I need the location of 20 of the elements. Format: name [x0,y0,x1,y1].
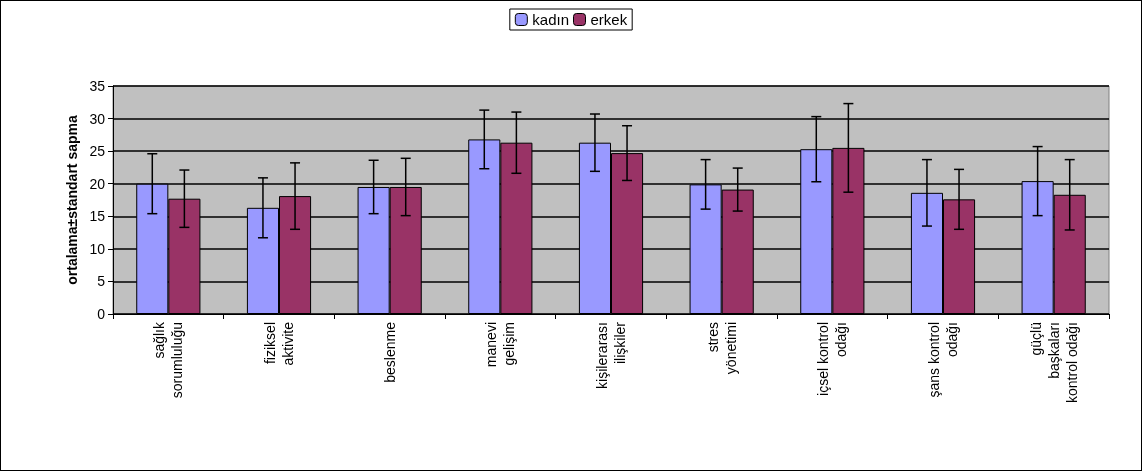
x-tick-label: stres yönetimi [704,322,739,375]
y-tick-label: 5 [97,273,106,290]
x-tick-label: güçlü başkaları kontrol odağı [1027,322,1080,403]
y-axis-title: ortalama±standart sapma [63,115,80,285]
y-tick-label: 20 [89,175,106,192]
x-tick-label: kişilerarası ilişkiler [594,321,628,389]
y-tick-label: 0 [97,306,106,322]
x-tick-label: fiziksel aktivite [262,321,296,366]
legend-label: erkek [590,11,628,28]
x-tick-label: içsel kontrol odağı [815,322,850,396]
x-tick-label: beslenme [381,321,398,383]
y-tick-label: 15 [89,208,106,225]
y-tick-label: 35 [89,78,106,94]
legend-label: kadın [532,11,570,28]
x-tick-label: şans kontrol odağı [926,322,960,398]
x-tick-label: sağlık sorumluluğu [151,321,186,399]
y-tick-label: 10 [89,240,106,257]
y-tick-label: 25 [89,143,106,160]
y-tick-label: 30 [89,110,106,127]
x-tick-label: manevi gelişim [483,322,518,368]
